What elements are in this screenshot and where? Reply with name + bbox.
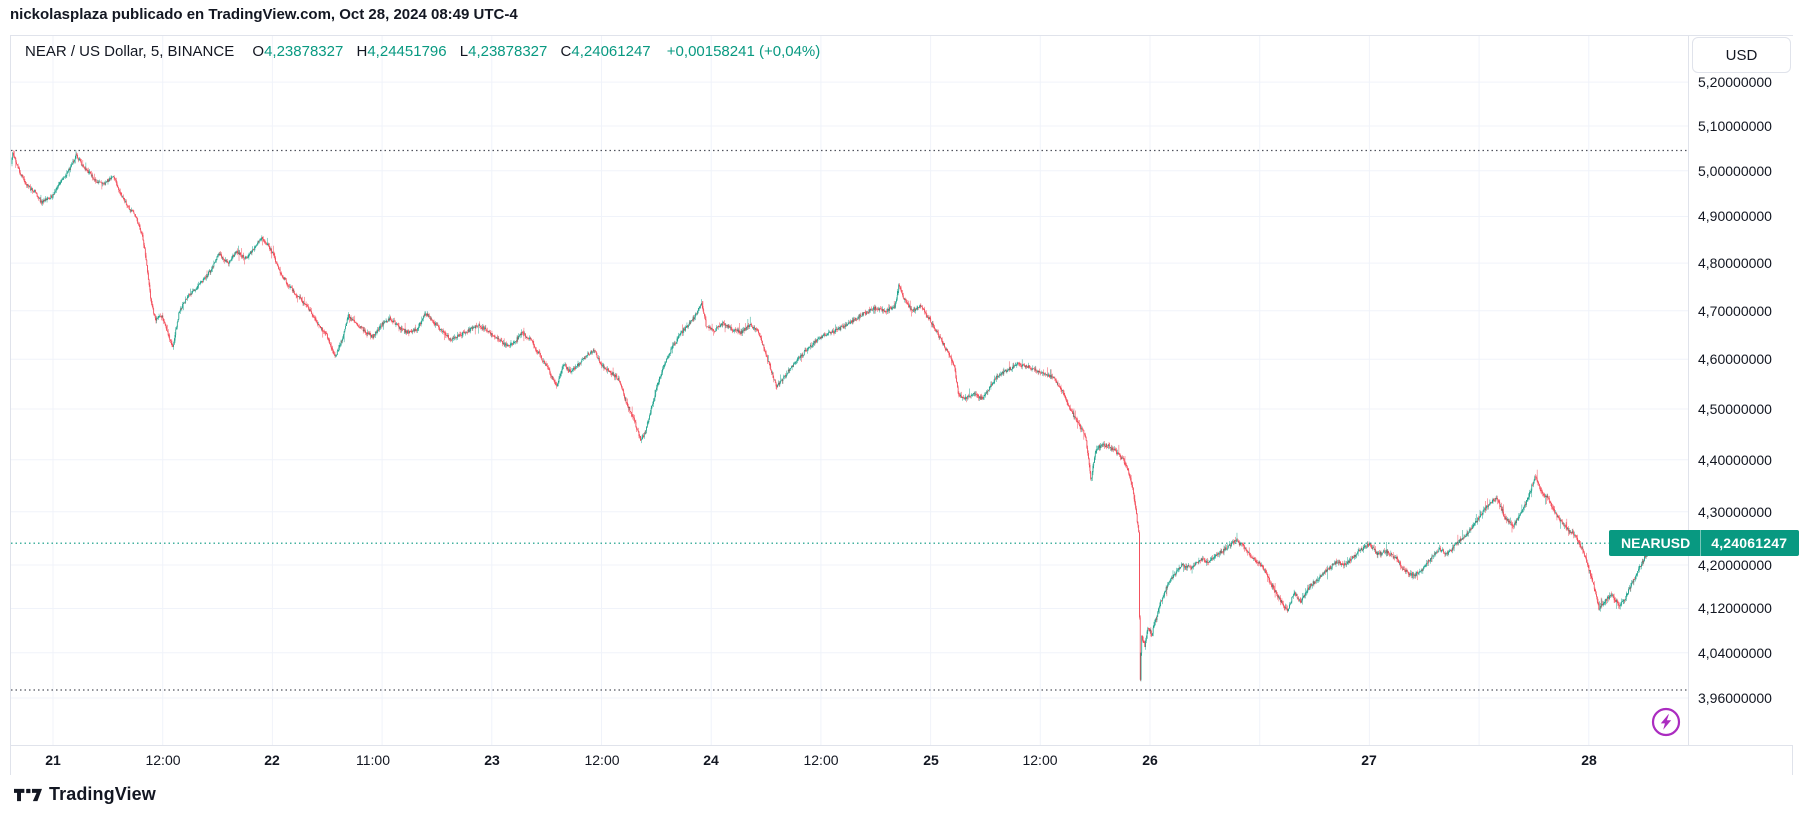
price-tick-label: 4,50000000 <box>1698 401 1772 417</box>
time-tick-label: 21 <box>45 752 61 768</box>
candlestick-chart[interactable] <box>11 36 1688 745</box>
tradingview-logo[interactable]: TradingView <box>14 784 156 805</box>
time-tick-label: 26 <box>1142 752 1158 768</box>
price-tick-label: 4,04000000 <box>1698 645 1772 661</box>
chart-legend: NEAR / US Dollar, 5, BINANCE O4,23878327… <box>25 43 820 60</box>
time-tick-label: 24 <box>703 752 719 768</box>
time-tick-label: 12:00 <box>584 752 620 768</box>
price-tick-label: 4,60000000 <box>1698 351 1772 367</box>
price-tick-label: 4,40000000 <box>1698 452 1772 468</box>
chart-panel: NEAR / US Dollar, 5, BINANCE O4,23878327… <box>10 35 1800 775</box>
tradingview-logo-text: TradingView <box>49 784 156 804</box>
last-price-symbol: NEARUSD <box>1621 535 1691 551</box>
low-label: L <box>459 43 469 60</box>
candles-down-layer <box>13 150 1653 682</box>
time-tick-label: 12:00 <box>1022 752 1058 768</box>
last-price-value: 4,24061247 <box>1711 535 1788 551</box>
price-tick-label: 5,00000000 <box>1698 163 1772 179</box>
time-tick-label: 28 <box>1581 752 1597 768</box>
price-tick-label: 4,12000000 <box>1698 600 1772 616</box>
grid-layer <box>11 36 1688 745</box>
close-label: C <box>560 43 572 60</box>
price-tick-label: 4,70000000 <box>1698 303 1772 319</box>
price-tick-label: 4,90000000 <box>1698 208 1772 224</box>
price-axis[interactable]: 5,20000000 5,10000000 5,00000000 4,90000000… <box>1688 36 1794 745</box>
close-value: 4,24061247 <box>571 43 651 60</box>
currency-usd-button[interactable]: USD <box>1692 37 1791 73</box>
time-tick-label: 11:00 <box>356 752 390 768</box>
time-tick-label: 12:00 <box>145 752 181 768</box>
candles-up-layer <box>11 150 1655 682</box>
open-value: 4,23878327 <box>264 43 344 60</box>
open-label: O <box>252 43 265 60</box>
chart-plot-area[interactable] <box>11 36 1688 745</box>
price-tick-label: 5,20000000 <box>1698 74 1772 90</box>
lightning-icon <box>1651 707 1681 737</box>
time-tick-label: 12:00 <box>803 752 839 768</box>
low-value: 4,23878327 <box>468 43 548 60</box>
price-tick-label: 4,20000000 <box>1698 557 1772 573</box>
symbol-title: NEAR / US Dollar, 5, BINANCE <box>25 43 235 60</box>
price-tick-label: 4,80000000 <box>1698 255 1772 271</box>
time-tick-label: 22 <box>264 752 280 768</box>
price-tick-label: 4,30000000 <box>1698 504 1772 520</box>
time-axis[interactable]: 21 12:00 22 11:00 23 12:00 24 12:00 25 12:00 26 27 2… <box>11 745 1792 775</box>
time-tick-label: 27 <box>1361 752 1377 768</box>
change-value: +0,00158241 (+0,04%) <box>666 43 821 60</box>
time-tick-label: 23 <box>484 752 500 768</box>
attribution-text: nickolasplaza publicado en TradingView.c… <box>10 6 518 23</box>
badge-divider <box>1700 530 1702 556</box>
flash-boost-button[interactable] <box>1650 706 1682 738</box>
price-tick-label: 5,10000000 <box>1698 118 1772 134</box>
time-tick-label: 25 <box>923 752 939 768</box>
high-label: H <box>356 43 368 60</box>
high-value: 4,24451796 <box>367 43 447 60</box>
price-tick-label: 3,96000000 <box>1698 690 1772 706</box>
tradingview-logo-icon <box>14 788 42 801</box>
last-price-badge: NEARUSD 4,24061247 <box>1609 530 1800 556</box>
